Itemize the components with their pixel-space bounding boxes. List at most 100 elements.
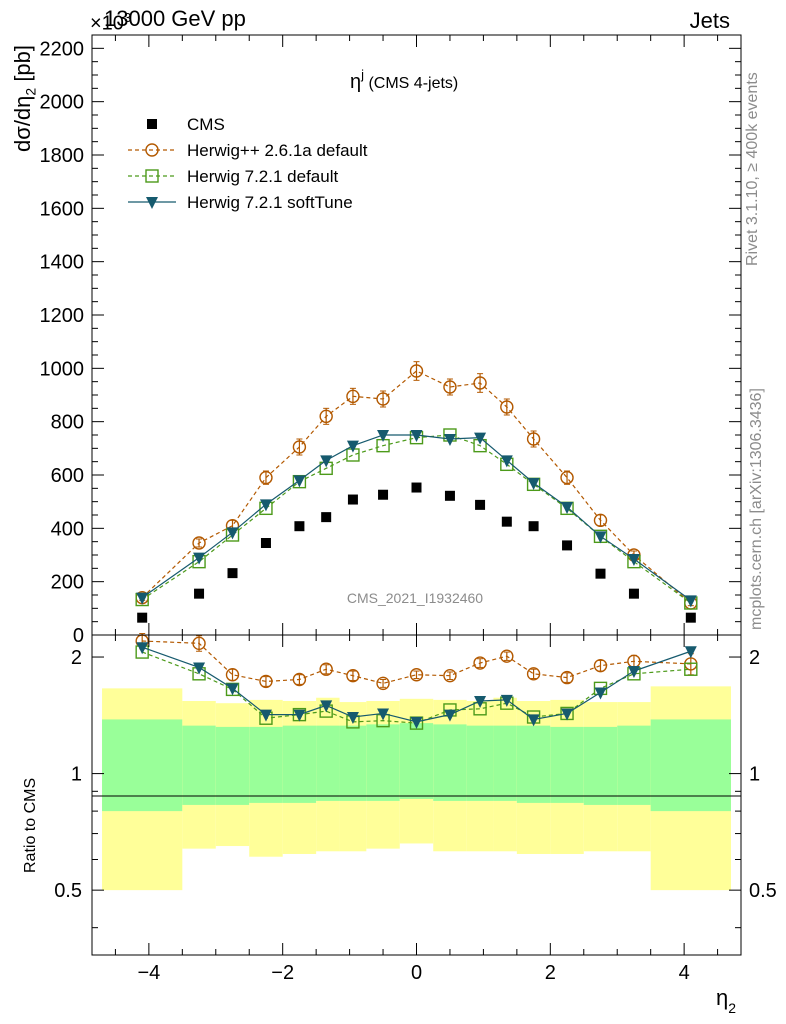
ratio-data-point xyxy=(292,672,307,687)
ratio-data-point xyxy=(293,709,306,722)
ratio-data-point xyxy=(319,662,333,676)
beam-label: 13000 GeV pp xyxy=(104,6,246,31)
data-point xyxy=(500,455,513,468)
data-point xyxy=(194,588,205,599)
ratio-data-point xyxy=(192,636,206,651)
data-point xyxy=(594,531,607,544)
data-point xyxy=(595,568,606,579)
inner-uncertainty-band xyxy=(399,723,434,799)
data-point xyxy=(319,409,333,424)
inner-uncertainty-band xyxy=(583,726,618,805)
ratio-data-point xyxy=(376,676,390,691)
ratio-data-point xyxy=(259,709,272,722)
ratio-data-point xyxy=(594,687,607,700)
data-point xyxy=(320,455,333,468)
data-point xyxy=(192,536,206,550)
data-point xyxy=(378,489,389,500)
inner-uncertainty-band xyxy=(249,726,283,803)
x-axis-label-subscript: 2 xyxy=(728,1000,736,1016)
legend-marker xyxy=(145,143,159,157)
inner-uncertainty-band xyxy=(282,725,317,803)
ratio-data-point xyxy=(684,646,697,659)
inner-uncertainty-band xyxy=(182,725,216,805)
main-ytick-label: 2200 xyxy=(40,38,85,60)
data-point xyxy=(473,376,487,390)
ratio-ytick-label-right: 2 xyxy=(749,647,760,669)
data-point xyxy=(347,494,358,505)
title-eta: η xyxy=(350,71,361,93)
ratio-data-point xyxy=(500,649,514,663)
main-ytick-label: 400 xyxy=(51,518,84,540)
data-point xyxy=(562,540,573,551)
legend-label: Herwig 7.2.1 softTune xyxy=(187,193,353,212)
main-ytick-label: 2000 xyxy=(40,92,85,114)
ratio-data-point xyxy=(346,712,359,725)
data-point xyxy=(259,470,273,485)
main-ytick-label: 800 xyxy=(51,412,84,434)
data-point xyxy=(443,380,457,394)
ratio-ytick-label-right: 1 xyxy=(749,764,760,786)
ratio-data-point xyxy=(684,662,698,676)
data-point xyxy=(226,527,239,540)
inner-uncertainty-band xyxy=(466,725,494,801)
series-cms xyxy=(137,482,696,623)
main-ytick-label: 1600 xyxy=(40,198,85,220)
legend-item: Herwig 7.2.1 softTune xyxy=(128,193,353,212)
ratio-data-point xyxy=(473,656,487,670)
xtick-label: −2 xyxy=(271,962,294,984)
legend-item: CMS xyxy=(147,115,225,134)
data-point xyxy=(475,499,486,510)
legend-item: Herwig 7.2.1 default xyxy=(128,167,338,186)
data-point xyxy=(500,400,514,414)
inner-uncertainty-band xyxy=(433,724,467,801)
legend-marker xyxy=(145,169,159,183)
legend-label: CMS xyxy=(187,115,225,134)
legend-item: Herwig++ 2.6.1a default xyxy=(128,141,368,160)
main-ytick-label: 1000 xyxy=(40,358,85,380)
x-axis-label-eta: η xyxy=(716,985,728,1010)
main-ytick-label: 1200 xyxy=(40,305,85,327)
data-point xyxy=(411,482,422,493)
ratio-series-line xyxy=(142,640,691,684)
data-point xyxy=(593,513,608,528)
ratio-marks xyxy=(135,633,698,730)
legend-label: Herwig++ 2.6.1a default xyxy=(187,141,368,160)
legend-marker xyxy=(147,119,157,129)
data-point xyxy=(137,612,148,623)
inner-uncertainty-band xyxy=(339,725,367,801)
inner-uncertainty-band xyxy=(366,724,400,801)
data-point xyxy=(346,389,360,404)
data-point xyxy=(560,470,574,485)
watermark-label: CMS_2021_I1932460 xyxy=(347,590,483,606)
main-ytick-label: 1800 xyxy=(40,145,85,167)
data-point xyxy=(292,440,307,454)
ratio-data-point xyxy=(259,674,273,689)
ratio-data-point xyxy=(443,709,456,722)
inner-uncertainty-band xyxy=(550,726,584,803)
title-suffix: (CMS 4-jets) xyxy=(364,75,458,92)
data-point xyxy=(628,588,639,599)
ratio-ytick-label-right: 0.5 xyxy=(749,880,777,902)
xtick-label: −4 xyxy=(137,962,160,984)
ratio-data-point xyxy=(409,668,424,682)
ratio-series-herwig-2-6-1a-default xyxy=(135,633,698,691)
ratio-data-point xyxy=(500,694,513,707)
ratio-ytick-label: 2 xyxy=(71,647,82,669)
ratio-data-point xyxy=(136,642,149,655)
data-point xyxy=(561,502,574,514)
data-point xyxy=(260,538,271,548)
inner-uncertainty-band xyxy=(316,725,340,801)
data-point xyxy=(376,392,390,406)
inner-uncertainty-band xyxy=(650,719,731,812)
data-point xyxy=(527,478,540,490)
x-axis-label: η2 xyxy=(716,985,736,1016)
data-point xyxy=(377,430,390,442)
exponent-power: 3 xyxy=(123,10,132,25)
data-point xyxy=(410,430,423,442)
exponent-label: ×103 xyxy=(90,10,131,36)
xtick-label: 4 xyxy=(679,962,690,984)
ratio-series-herwig-7-2-1-softtune xyxy=(136,642,697,729)
legend: CMS Herwig++ 2.6.1a default Herwig 7.2.1 d… xyxy=(128,115,368,212)
